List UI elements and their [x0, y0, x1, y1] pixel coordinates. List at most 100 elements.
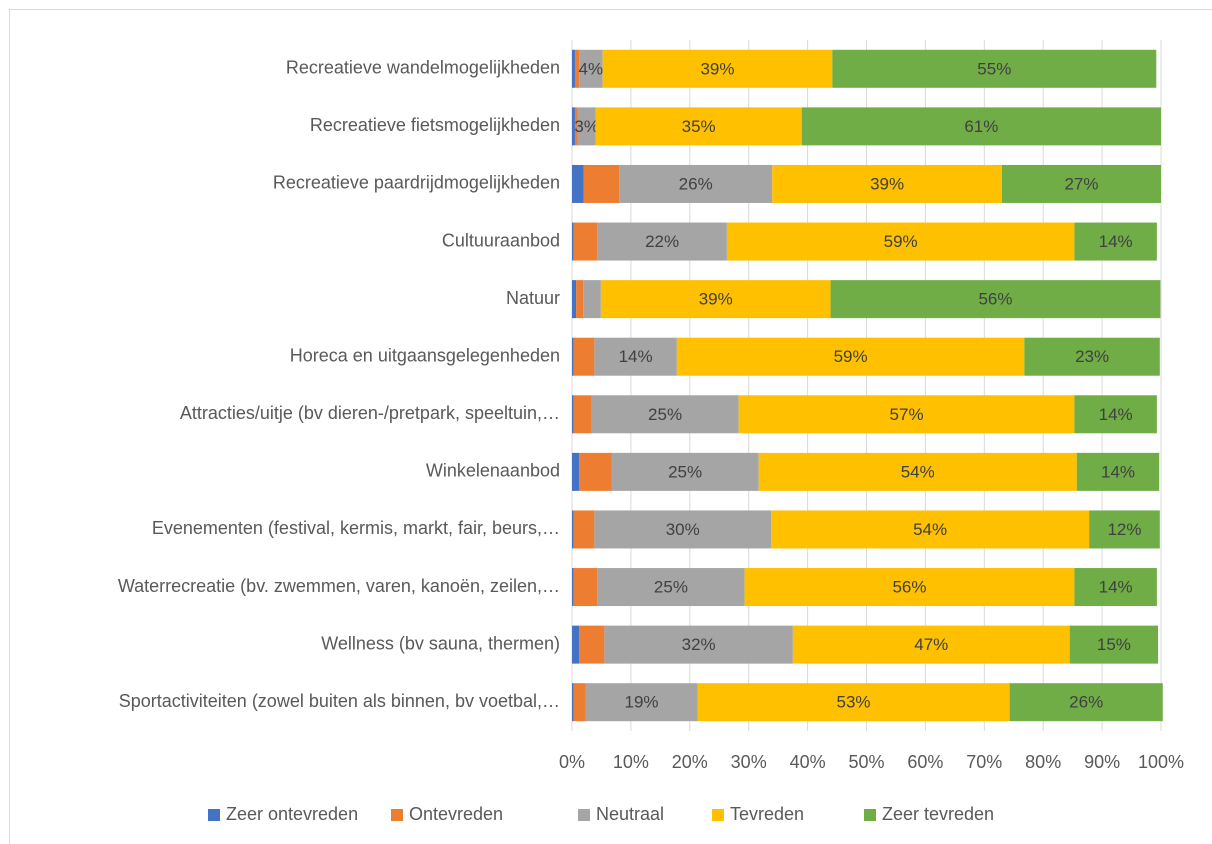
- legend-label: Zeer tevreden: [882, 804, 994, 824]
- data-label: 25%: [648, 405, 682, 424]
- chart-frame: [9, 9, 1212, 844]
- bar-segment: [573, 683, 586, 722]
- data-label: 56%: [978, 290, 1012, 309]
- bar-segment: [572, 49, 575, 88]
- data-label: 3%: [574, 117, 599, 136]
- bar-segment: [1074, 395, 1157, 434]
- data-label: 27%: [1064, 174, 1098, 193]
- y-tick-label: Recreatieve wandelmogelijkheden: [286, 58, 560, 78]
- data-label: 39%: [870, 174, 904, 193]
- data-label: 59%: [884, 232, 918, 251]
- bar-segment: [583, 164, 620, 203]
- legend-label: Tevreden: [730, 804, 804, 824]
- bar-segment: [594, 337, 677, 376]
- bar-segment: [572, 625, 580, 664]
- bar-segment: [758, 452, 1077, 491]
- bar-segment: [573, 568, 598, 607]
- x-tick-label: 40%: [790, 752, 826, 772]
- y-tick-label: Horeca en uitgaansgelegenheden: [290, 345, 560, 365]
- y-tick-label: Attracties/uitje (bv dieren-/pretpark, s…: [180, 403, 560, 423]
- data-label: 61%: [964, 117, 998, 136]
- bar-segment: [572, 222, 574, 261]
- data-label: 47%: [914, 635, 948, 654]
- x-tick-label: 80%: [1025, 752, 1061, 772]
- bar-segment: [697, 683, 1010, 722]
- data-label: 39%: [699, 290, 733, 309]
- data-label: 54%: [913, 520, 947, 539]
- bar-segment: [572, 164, 584, 203]
- bar-segment: [604, 625, 793, 664]
- data-label: 4%: [579, 59, 604, 78]
- legend-label: Zeer ontevreden: [226, 804, 358, 824]
- data-label: 26%: [1069, 693, 1103, 712]
- bar-segment: [1001, 164, 1161, 203]
- bar-segment: [830, 280, 1161, 319]
- y-tick-label: Wellness (bv sauna, thermen): [321, 633, 560, 653]
- bar-segment: [1089, 510, 1160, 549]
- data-label: 32%: [682, 635, 716, 654]
- bar-segment: [738, 395, 1075, 434]
- x-tick-label: 30%: [731, 752, 767, 772]
- bar-segment: [1069, 625, 1159, 664]
- data-label: 23%: [1075, 347, 1109, 366]
- bar-segment: [792, 625, 1070, 664]
- bar-segment: [726, 222, 1075, 261]
- x-tick-label: 70%: [966, 752, 1002, 772]
- x-tick-label: 0%: [559, 752, 585, 772]
- bar-segment: [832, 49, 1157, 88]
- bar-segment: [573, 222, 598, 261]
- bar-segment: [579, 49, 603, 88]
- data-label: 57%: [890, 405, 924, 424]
- y-tick-label: Recreatieve fietsmogelijkheden: [310, 115, 560, 135]
- data-label: 59%: [834, 347, 868, 366]
- y-tick-label: Sportactiviteiten (zowel buiten als binn…: [119, 691, 560, 711]
- y-tick-label: Winkelenaanbod: [426, 461, 560, 481]
- bar-segment: [772, 164, 1002, 203]
- data-label: 39%: [700, 59, 734, 78]
- bar-segment: [600, 280, 831, 319]
- bar-segment: [591, 395, 739, 434]
- bar-segment: [573, 510, 595, 549]
- bar-segment: [572, 395, 574, 434]
- data-label: 14%: [619, 347, 653, 366]
- data-label: 55%: [977, 59, 1011, 78]
- legend-swatch: [208, 809, 220, 821]
- data-label: 56%: [892, 578, 926, 597]
- y-tick-label: Waterrecreatie (bv. zwemmen, varen, kano…: [118, 576, 560, 596]
- bar-segment: [574, 49, 580, 88]
- bar-segment: [576, 280, 584, 319]
- bar-segment: [577, 107, 596, 146]
- bar-segment: [572, 510, 574, 549]
- x-tick-label: 10%: [613, 752, 649, 772]
- bar-segment: [1074, 222, 1157, 261]
- data-label: 26%: [679, 174, 713, 193]
- data-label: 54%: [901, 462, 935, 481]
- bar-segment: [744, 568, 1075, 607]
- bar-segment: [594, 510, 772, 549]
- bar-segment: [573, 337, 595, 376]
- bar-segment: [801, 107, 1161, 146]
- y-tick-label: Cultuuraanbod: [442, 230, 560, 250]
- data-label: 14%: [1099, 578, 1133, 597]
- data-label: 25%: [668, 462, 702, 481]
- bar-segment: [1024, 337, 1160, 376]
- legend-swatch: [578, 809, 590, 821]
- x-tick-label: 60%: [907, 752, 943, 772]
- data-label: 15%: [1097, 635, 1131, 654]
- data-label: 53%: [837, 693, 871, 712]
- legend-swatch: [391, 809, 403, 821]
- data-label: 30%: [666, 520, 700, 539]
- data-label: 14%: [1099, 405, 1133, 424]
- bar-segment: [579, 452, 612, 491]
- bar-segment: [574, 107, 578, 146]
- legend-label: Neutraal: [596, 804, 664, 824]
- bar-segment: [597, 222, 727, 261]
- bar-segment: [585, 683, 698, 722]
- data-label: 14%: [1099, 232, 1133, 251]
- legend-swatch: [864, 809, 876, 821]
- bar-segment: [602, 49, 833, 88]
- x-tick-label: 20%: [672, 752, 708, 772]
- bar-segment: [572, 568, 574, 607]
